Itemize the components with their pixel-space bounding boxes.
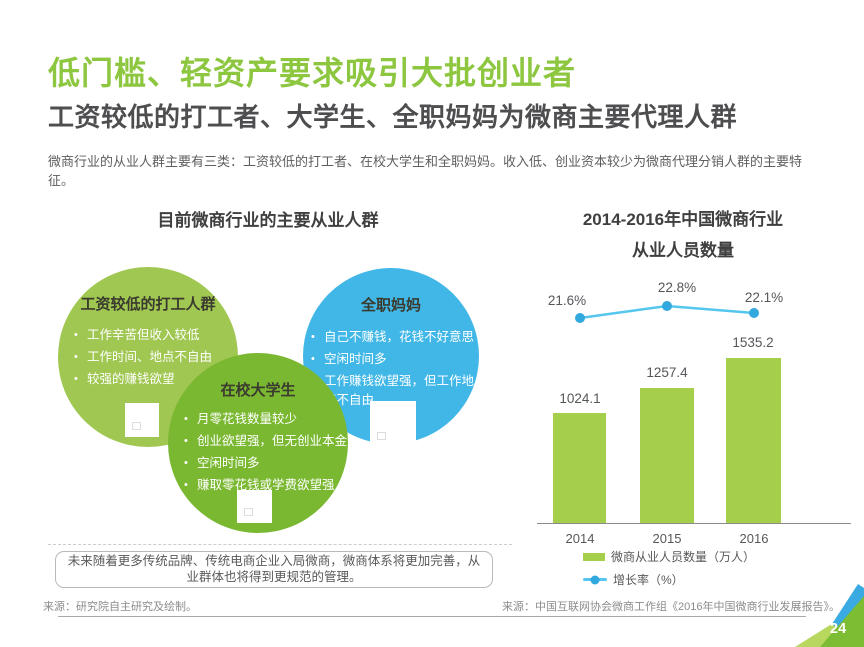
group-title-students: 在校大学生 [220,382,296,399]
intro-paragraph: 微商行业的从业人群主要有三类：工资较低的打工者、在校大学生和全职妈妈。收入低、创… [48,154,803,188]
group-title-workers: 工资较低的打工人群 [80,296,216,313]
group-circle-students: 在校大学生 月零花钱数量较少 创业欲望强，但无创业本金 空闲时间多 赚取零花钱或… [168,353,348,533]
x-tick-2015: 2015 [652,531,682,546]
bullet-point: 自己不赚钱，花钱不好意思 [309,328,477,347]
dashed-divider [48,544,512,545]
legend-bar-series: 微商从业人员数量（万人） [583,548,755,565]
bar-2015 [640,388,694,524]
corner-decoration [795,584,864,647]
footer-rule [58,616,806,617]
group-points-moms: 自己不赚钱，花钱不好意思 空闲时间多 工作赚钱欲望强，但工作地点不自由 [309,328,477,413]
x-tick-2014: 2014 [565,531,595,546]
growth-label: 22.8% [657,280,697,295]
line-marker [575,313,585,323]
corner-green-triangle [820,596,864,647]
broken-image-icon [132,422,141,430]
bullet-point: 月零花钱数量较少 [182,410,352,429]
bar-value-label: 1535.2 [732,335,774,350]
bullet-point: 空闲时间多 [182,454,352,473]
line-marker [749,308,759,318]
line-legend-label: 增长率（%） [613,573,684,587]
x-axis-line [537,523,851,524]
line-legend-glyph [583,575,607,584]
bar-legend-swatch [583,552,605,561]
broken-image-icon [244,508,253,516]
image-placeholder [237,490,272,523]
line-legend-dot [590,575,600,584]
image-placeholder [125,403,159,437]
page-subtitle: 工资较低的打工者、大学生、全职妈妈为微商主要代理人群 [48,102,738,132]
page-title: 低门槛、轻资产要求吸引大批创业者 [48,55,577,91]
growth-label: 21.6% [547,293,587,308]
bar-2016 [726,358,781,524]
group-points-students: 月零花钱数量较少 创业欲望强，但无创业本金 空闲时间多 赚取零花钱或学费欲望强 [182,410,352,498]
source-right: 来源：中国互联网协会微商工作组《2016年中国微商行业发展报告》。 [502,601,840,613]
group-circle-moms: 全职妈妈 自己不赚钱，花钱不好意思 空闲时间多 工作赚钱欲望强，但工作地点不自由 [303,268,479,447]
bullet-point: 较强的赚钱欲望 [72,370,224,389]
bullet-point: 空闲时间多 [309,350,477,369]
chart-title-line1: 2014-2016年中国微商行业 [582,210,784,229]
chart-title-line2: 从业人员数量 [632,241,734,260]
bar-legend-label: 微商从业人员数量（万人） [611,550,756,564]
bullet-point: 工作时间、地点不自由 [72,348,224,367]
bullet-point: 赚取零花钱或学费欲望强 [182,476,352,495]
group-circle-workers: 工资较低的打工人群 工作辛苦但收入较低 工作时间、地点不自由 较强的赚钱欲望 [58,267,238,447]
page-number: 24 [830,621,847,637]
x-tick-2016: 2016 [739,531,769,546]
diagram-title: 目前微商行业的主要从业人群 [157,211,379,230]
group-points-workers: 工作辛苦但收入较低 工作时间、地点不自由 较强的赚钱欲望 [72,326,224,392]
chart-title: 2014-2016年中国微商行业 从业人员数量 [505,204,861,266]
image-placeholder [370,401,416,447]
group-title-moms: 全职妈妈 [360,297,421,314]
bar-2014 [553,413,606,524]
source-left: 来源：研究院自主研究及绘制。 [43,601,197,613]
bullet-point: 工作辛苦但收入较低 [72,326,224,345]
broken-image-icon [377,432,386,440]
bar-value-label: 1024.1 [559,391,601,406]
growth-label: 22.1% [744,290,784,305]
bullet-point: 创业欲望强，但无创业本金 [182,432,352,451]
bar-value-label: 1257.4 [646,365,688,380]
legend-line-series: 增长率（%） [583,571,684,588]
conclusion-note-box: 未来随着更多传统品牌、传统电商企业入局微商，微商体系将更加完善，从业群体也将得到… [55,551,493,588]
line-marker [662,301,672,311]
